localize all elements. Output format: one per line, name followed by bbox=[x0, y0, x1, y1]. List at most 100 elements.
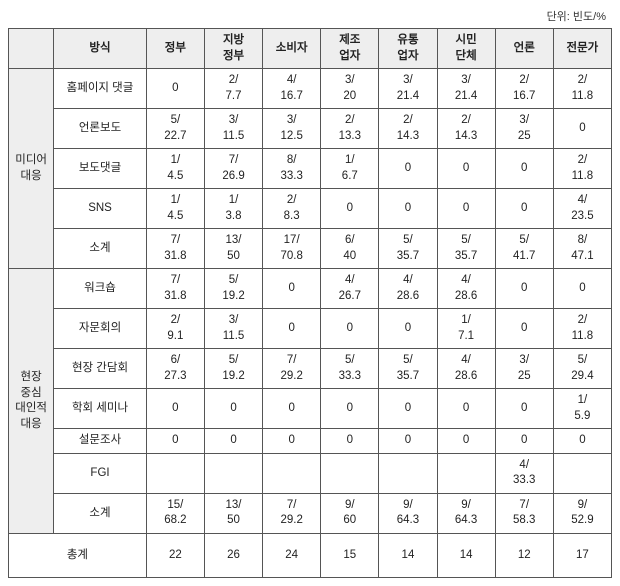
th-mfr: 제조업자 bbox=[321, 29, 379, 69]
th-gov: 정부 bbox=[146, 29, 204, 69]
val: 0 bbox=[204, 389, 262, 429]
val bbox=[379, 453, 437, 493]
val: 1/6.7 bbox=[321, 149, 379, 189]
val: 0 bbox=[553, 269, 611, 309]
val: 0 bbox=[437, 189, 495, 229]
val: 0 bbox=[146, 389, 204, 429]
val: 0 bbox=[146, 69, 204, 109]
val: 2/16.7 bbox=[495, 69, 553, 109]
method-cell: 현장 간담회 bbox=[54, 349, 147, 389]
val: 2/13.3 bbox=[321, 109, 379, 149]
table-row: 소계 7/31.8 13/50 17/70.8 6/40 5/35.7 5/35… bbox=[9, 229, 612, 269]
val: 2/14.3 bbox=[437, 109, 495, 149]
val: 0 bbox=[321, 389, 379, 429]
val: 5/19.2 bbox=[204, 349, 262, 389]
val: 9/64.3 bbox=[379, 493, 437, 533]
val: 0 bbox=[263, 269, 321, 309]
val: 5/35.7 bbox=[437, 229, 495, 269]
total-val: 15 bbox=[321, 533, 379, 578]
val: 0 bbox=[263, 429, 321, 454]
val: 9/52.9 bbox=[553, 493, 611, 533]
th-media: 언론 bbox=[495, 29, 553, 69]
val: 7/29.2 bbox=[263, 493, 321, 533]
val: 2/11.8 bbox=[553, 149, 611, 189]
val bbox=[263, 453, 321, 493]
val: 8/33.3 bbox=[263, 149, 321, 189]
val: 0 bbox=[437, 389, 495, 429]
val: 0 bbox=[379, 189, 437, 229]
val: 9/60 bbox=[321, 493, 379, 533]
val: 17/70.8 bbox=[263, 229, 321, 269]
val: 1/4.5 bbox=[146, 189, 204, 229]
val: 4/28.6 bbox=[437, 269, 495, 309]
table-row: 소계 15/68.2 13/50 7/29.2 9/60 9/64.3 9/64… bbox=[9, 493, 612, 533]
method-cell: 워크숍 bbox=[54, 269, 147, 309]
th-dist: 유통업자 bbox=[379, 29, 437, 69]
val: 4/28.6 bbox=[379, 269, 437, 309]
method-cell: 설문조사 bbox=[54, 429, 147, 454]
val: 8/47.1 bbox=[553, 229, 611, 269]
val: 0 bbox=[263, 309, 321, 349]
total-val: 14 bbox=[379, 533, 437, 578]
val: 1/7.1 bbox=[437, 309, 495, 349]
val: 5/33.3 bbox=[321, 349, 379, 389]
val: 0 bbox=[495, 429, 553, 454]
val: 4/16.7 bbox=[263, 69, 321, 109]
table-row: FGI 4/33.3 bbox=[9, 453, 612, 493]
val: 1/4.5 bbox=[146, 149, 204, 189]
th-consumer: 소비자 bbox=[263, 29, 321, 69]
method-cell: FGI bbox=[54, 453, 147, 493]
cat-media: 미디어대응 bbox=[9, 69, 54, 269]
method-cell: 소계 bbox=[54, 229, 147, 269]
val: 0 bbox=[437, 429, 495, 454]
val: 3/25 bbox=[495, 109, 553, 149]
method-cell: 보도댓글 bbox=[54, 149, 147, 189]
val: 3/20 bbox=[321, 69, 379, 109]
method-cell: 소계 bbox=[54, 493, 147, 533]
val: 2/11.8 bbox=[553, 309, 611, 349]
val: 9/64.3 bbox=[437, 493, 495, 533]
val: 7/31.8 bbox=[146, 269, 204, 309]
val: 0 bbox=[263, 389, 321, 429]
cat-onsite: 현장중심대인적대응 bbox=[9, 269, 54, 534]
total-val: 17 bbox=[553, 533, 611, 578]
th-local-gov: 지방정부 bbox=[204, 29, 262, 69]
table-row: 보도댓글 1/4.5 7/26.9 8/33.3 1/6.7 0 0 0 2/1… bbox=[9, 149, 612, 189]
val bbox=[204, 453, 262, 493]
val: 0 bbox=[495, 149, 553, 189]
val: 4/28.6 bbox=[437, 349, 495, 389]
table-row: 자문회의 2/9.1 3/11.5 0 0 0 1/7.1 0 2/11.8 bbox=[9, 309, 612, 349]
val: 3/25 bbox=[495, 349, 553, 389]
val: 2/7.7 bbox=[204, 69, 262, 109]
val: 5/29.4 bbox=[553, 349, 611, 389]
val: 3/11.5 bbox=[204, 109, 262, 149]
method-cell: 홈페이지 댓글 bbox=[54, 69, 147, 109]
val: 13/50 bbox=[204, 229, 262, 269]
th-method: 방식 bbox=[54, 29, 147, 69]
th-blank bbox=[9, 29, 54, 69]
val: 0 bbox=[379, 429, 437, 454]
val: 5/19.2 bbox=[204, 269, 262, 309]
val: 0 bbox=[204, 429, 262, 454]
table-row: 학회 세미나 0 0 0 0 0 0 0 1/5.9 bbox=[9, 389, 612, 429]
val: 7/26.9 bbox=[204, 149, 262, 189]
val: 0 bbox=[495, 189, 553, 229]
val: 2/14.3 bbox=[379, 109, 437, 149]
val bbox=[553, 453, 611, 493]
val: 7/29.2 bbox=[263, 349, 321, 389]
method-cell: 언론보도 bbox=[54, 109, 147, 149]
method-cell: SNS bbox=[54, 189, 147, 229]
val: 7/58.3 bbox=[495, 493, 553, 533]
total-val: 22 bbox=[146, 533, 204, 578]
val: 15/68.2 bbox=[146, 493, 204, 533]
table-row: 설문조사 0 0 0 0 0 0 0 0 bbox=[9, 429, 612, 454]
val: 0 bbox=[379, 149, 437, 189]
val: 0 bbox=[495, 269, 553, 309]
val: 3/12.5 bbox=[263, 109, 321, 149]
val: 4/33.3 bbox=[495, 453, 553, 493]
table-row: SNS 1/4.5 1/3.8 2/8.3 0 0 0 0 4/23.5 bbox=[9, 189, 612, 229]
unit-label: 단위: 빈도/% bbox=[8, 8, 612, 24]
val: 5/22.7 bbox=[146, 109, 204, 149]
val: 3/21.4 bbox=[437, 69, 495, 109]
val: 0 bbox=[553, 109, 611, 149]
